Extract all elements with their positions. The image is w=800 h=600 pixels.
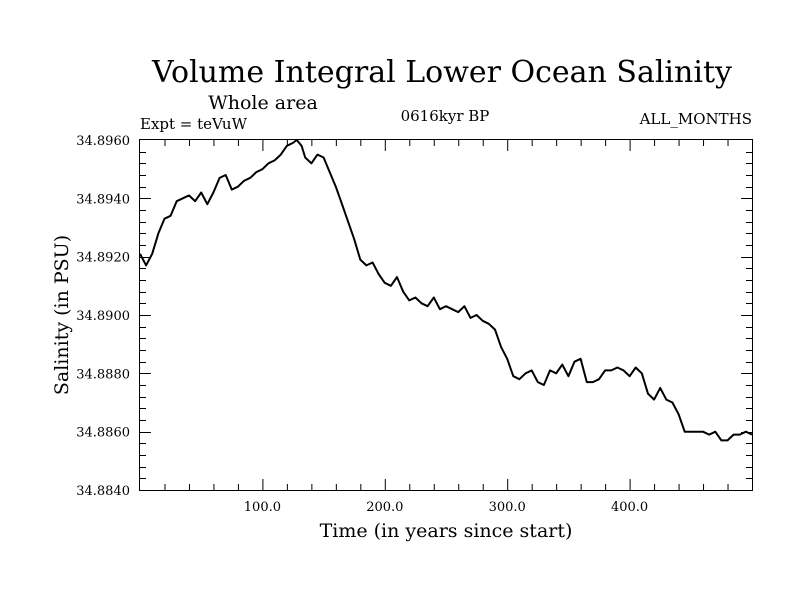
- y-tick-label: 34.8840: [76, 484, 130, 499]
- y-axis-label: Salinity (in PSU): [51, 235, 73, 395]
- x-tick-label: 100.0: [244, 500, 281, 515]
- axis-ticks: [140, 140, 752, 490]
- chart-title: Volume Integral Lower Ocean Salinity: [151, 55, 732, 90]
- chart-subtitle: Whole area: [208, 92, 318, 114]
- y-tick-label: 34.8940: [76, 192, 130, 207]
- y-tick-label: 34.8860: [76, 426, 130, 441]
- y-tick-label: 34.8960: [76, 134, 130, 149]
- tick-labels: 100.0 200.0 300.0 400.0 34.8840 34.8860 34.888…: [76, 134, 648, 515]
- y-tick-label: 34.8920: [76, 251, 130, 266]
- x-tick-label: 200.0: [366, 500, 403, 515]
- experiment-label: Expt = teVuW: [140, 115, 248, 133]
- y-tick-label: 34.8880: [76, 367, 130, 382]
- months-label: ALL_MONTHS: [639, 110, 752, 128]
- period-label: 0616kyr BP: [401, 107, 490, 125]
- y-tick-label: 34.8900: [76, 309, 130, 324]
- x-tick-label: 400.0: [611, 500, 648, 515]
- x-tick-label: 300.0: [489, 500, 526, 515]
- plot-frame: [139, 139, 753, 491]
- x-axis-label: Time (in years since start): [320, 520, 573, 542]
- salinity-series-line: [139, 139, 753, 442]
